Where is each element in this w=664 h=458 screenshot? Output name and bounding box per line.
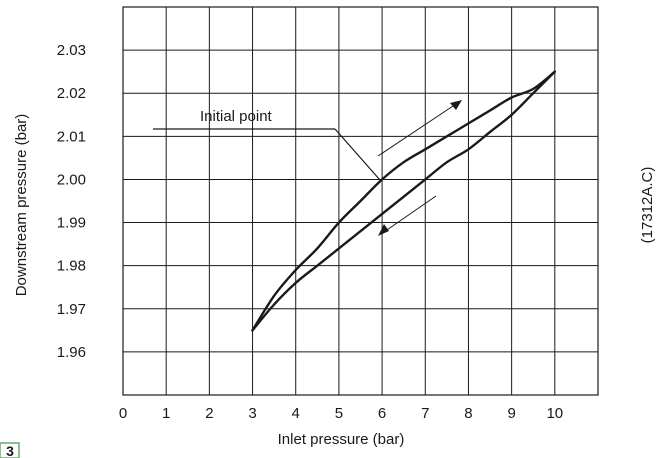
series-line-increasing xyxy=(251,70,556,332)
x-tick-label: 0 xyxy=(119,405,127,422)
x-tick-label: 8 xyxy=(464,405,472,422)
series-group xyxy=(251,70,556,332)
x-tick-label: 9 xyxy=(507,405,515,422)
y-tick-label: 2.01 xyxy=(57,128,86,145)
x-tick-label: 5 xyxy=(335,405,343,422)
x-tick-label: 1 xyxy=(162,405,170,422)
x-tick-label: 2 xyxy=(205,405,213,422)
x-axis-ticks: 0 1 2 3 4 5 6 7 8 9 10 xyxy=(119,405,563,422)
grid xyxy=(122,6,599,396)
x-tick-label: 10 xyxy=(546,405,563,422)
annotation-leader-line xyxy=(334,128,381,181)
direction-arrow-down-head xyxy=(378,224,389,236)
badge-box xyxy=(0,442,20,458)
y-tick-label: 2.03 xyxy=(57,42,86,59)
series-line-decreasing xyxy=(251,70,556,332)
x-tick-label: 4 xyxy=(292,405,300,422)
plot-frame xyxy=(122,6,599,396)
direction-arrow-down-line xyxy=(383,195,437,233)
y-tick-label: 2.00 xyxy=(57,171,86,188)
annotations: Initial point xyxy=(153,100,462,236)
y-tick-label: 1.97 xyxy=(57,301,86,318)
y-tick-label: 2.02 xyxy=(57,85,86,102)
y-tick-label: 1.96 xyxy=(57,344,86,361)
x-tick-label: 3 xyxy=(248,405,256,422)
annotation-initial-point: Initial point xyxy=(200,108,273,125)
y-tick-label: 1.99 xyxy=(57,215,86,232)
badge-number: 3 xyxy=(6,443,14,458)
y-axis-ticks: 1.96 1.97 1.98 1.99 2.00 2.01 2.02 2.03 xyxy=(57,42,86,361)
x-tick-label: 7 xyxy=(421,405,429,422)
y-axis-label: Downstream pressure (bar) xyxy=(13,114,30,297)
y-tick-label: 1.98 xyxy=(57,258,86,275)
x-tick-label: 6 xyxy=(378,405,386,422)
figure-id: (17312A.C) xyxy=(639,167,656,244)
x-axis-label: Inlet pressure (bar) xyxy=(278,431,405,448)
direction-arrow-up-line xyxy=(377,103,457,157)
direction-arrow-up-head xyxy=(450,100,462,110)
